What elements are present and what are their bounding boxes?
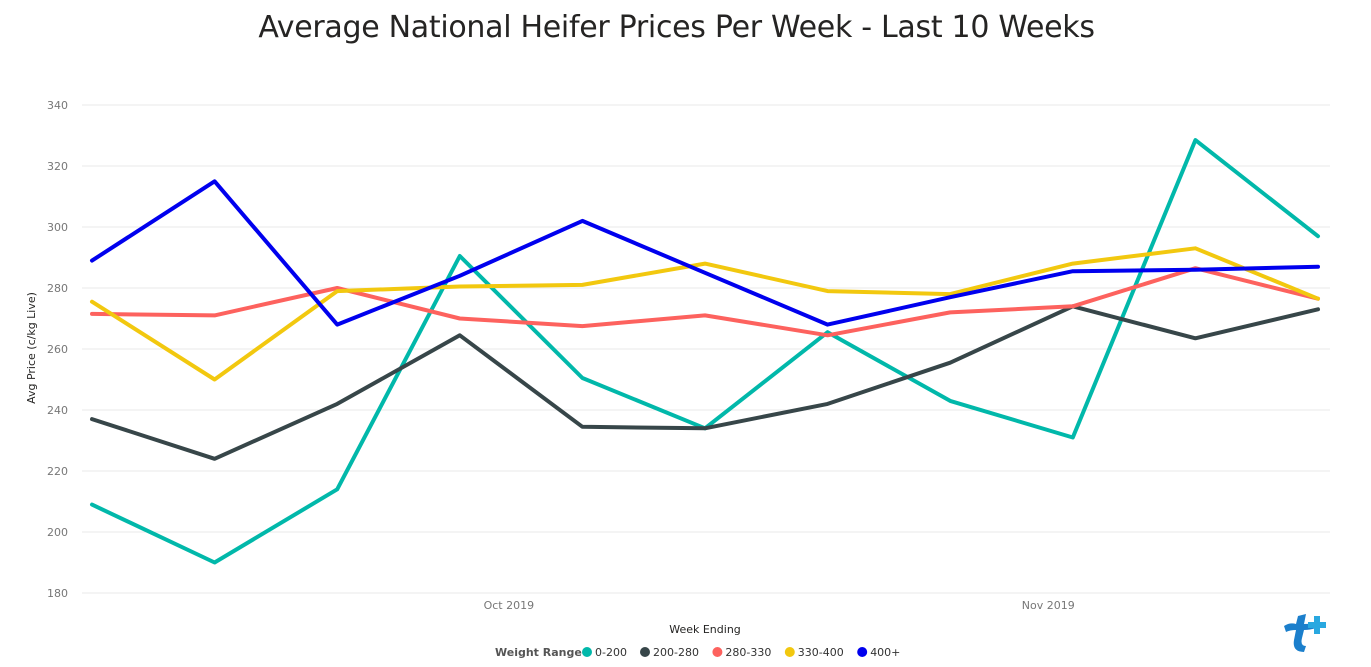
legend-marker xyxy=(582,647,592,657)
series-line-400-plus xyxy=(90,179,1320,327)
x-tick-label: Oct 2019 xyxy=(484,599,535,612)
x-tick-label: Nov 2019 xyxy=(1022,599,1075,612)
y-tick-label: 200 xyxy=(47,526,68,539)
legend-marker xyxy=(712,647,723,657)
legend-title: Weight Range xyxy=(495,646,582,659)
series-line-280-330 xyxy=(90,266,1320,338)
x-axis-ticks: Oct 2019 Nov 2019 xyxy=(484,599,1075,612)
brand-logo-icon xyxy=(1284,614,1326,652)
y-axis-ticks: 180 200 220 240 260 280 300 320 340 xyxy=(47,99,68,600)
legend: Weight Range 0-200 200-280 280-330 330-400 40… xyxy=(495,646,900,659)
legend-entry[interactable]: 280-330 xyxy=(725,646,771,659)
series-line-0-200 xyxy=(90,138,1320,565)
series-lines xyxy=(90,138,1320,565)
gridlines xyxy=(82,104,1330,594)
x-axis-title: Week Ending xyxy=(669,623,741,636)
y-tick-label: 320 xyxy=(47,160,68,173)
y-tick-label: 220 xyxy=(47,465,68,478)
legend-marker xyxy=(784,647,795,657)
y-tick-label: 300 xyxy=(47,221,68,234)
y-tick-label: 260 xyxy=(47,343,68,356)
y-axis-title: Avg Price (c/kg Live) xyxy=(25,292,38,404)
legend-entry[interactable]: 330-400 xyxy=(798,646,844,659)
legend-entry[interactable]: 0-200 xyxy=(595,646,627,659)
y-tick-label: 180 xyxy=(47,587,68,600)
series-line-330-400 xyxy=(90,246,1320,382)
legend-entry[interactable]: 400+ xyxy=(870,646,900,659)
legend-marker xyxy=(640,647,650,657)
legend-entry[interactable]: 200-280 xyxy=(653,646,699,659)
chart-title: Average National Heifer Prices Per Week … xyxy=(258,10,1095,45)
series-line-200-280 xyxy=(90,304,1320,461)
y-tick-label: 280 xyxy=(47,282,68,295)
y-tick-label: 240 xyxy=(47,404,68,417)
legend-marker xyxy=(857,647,868,657)
y-tick-label: 340 xyxy=(47,99,68,112)
